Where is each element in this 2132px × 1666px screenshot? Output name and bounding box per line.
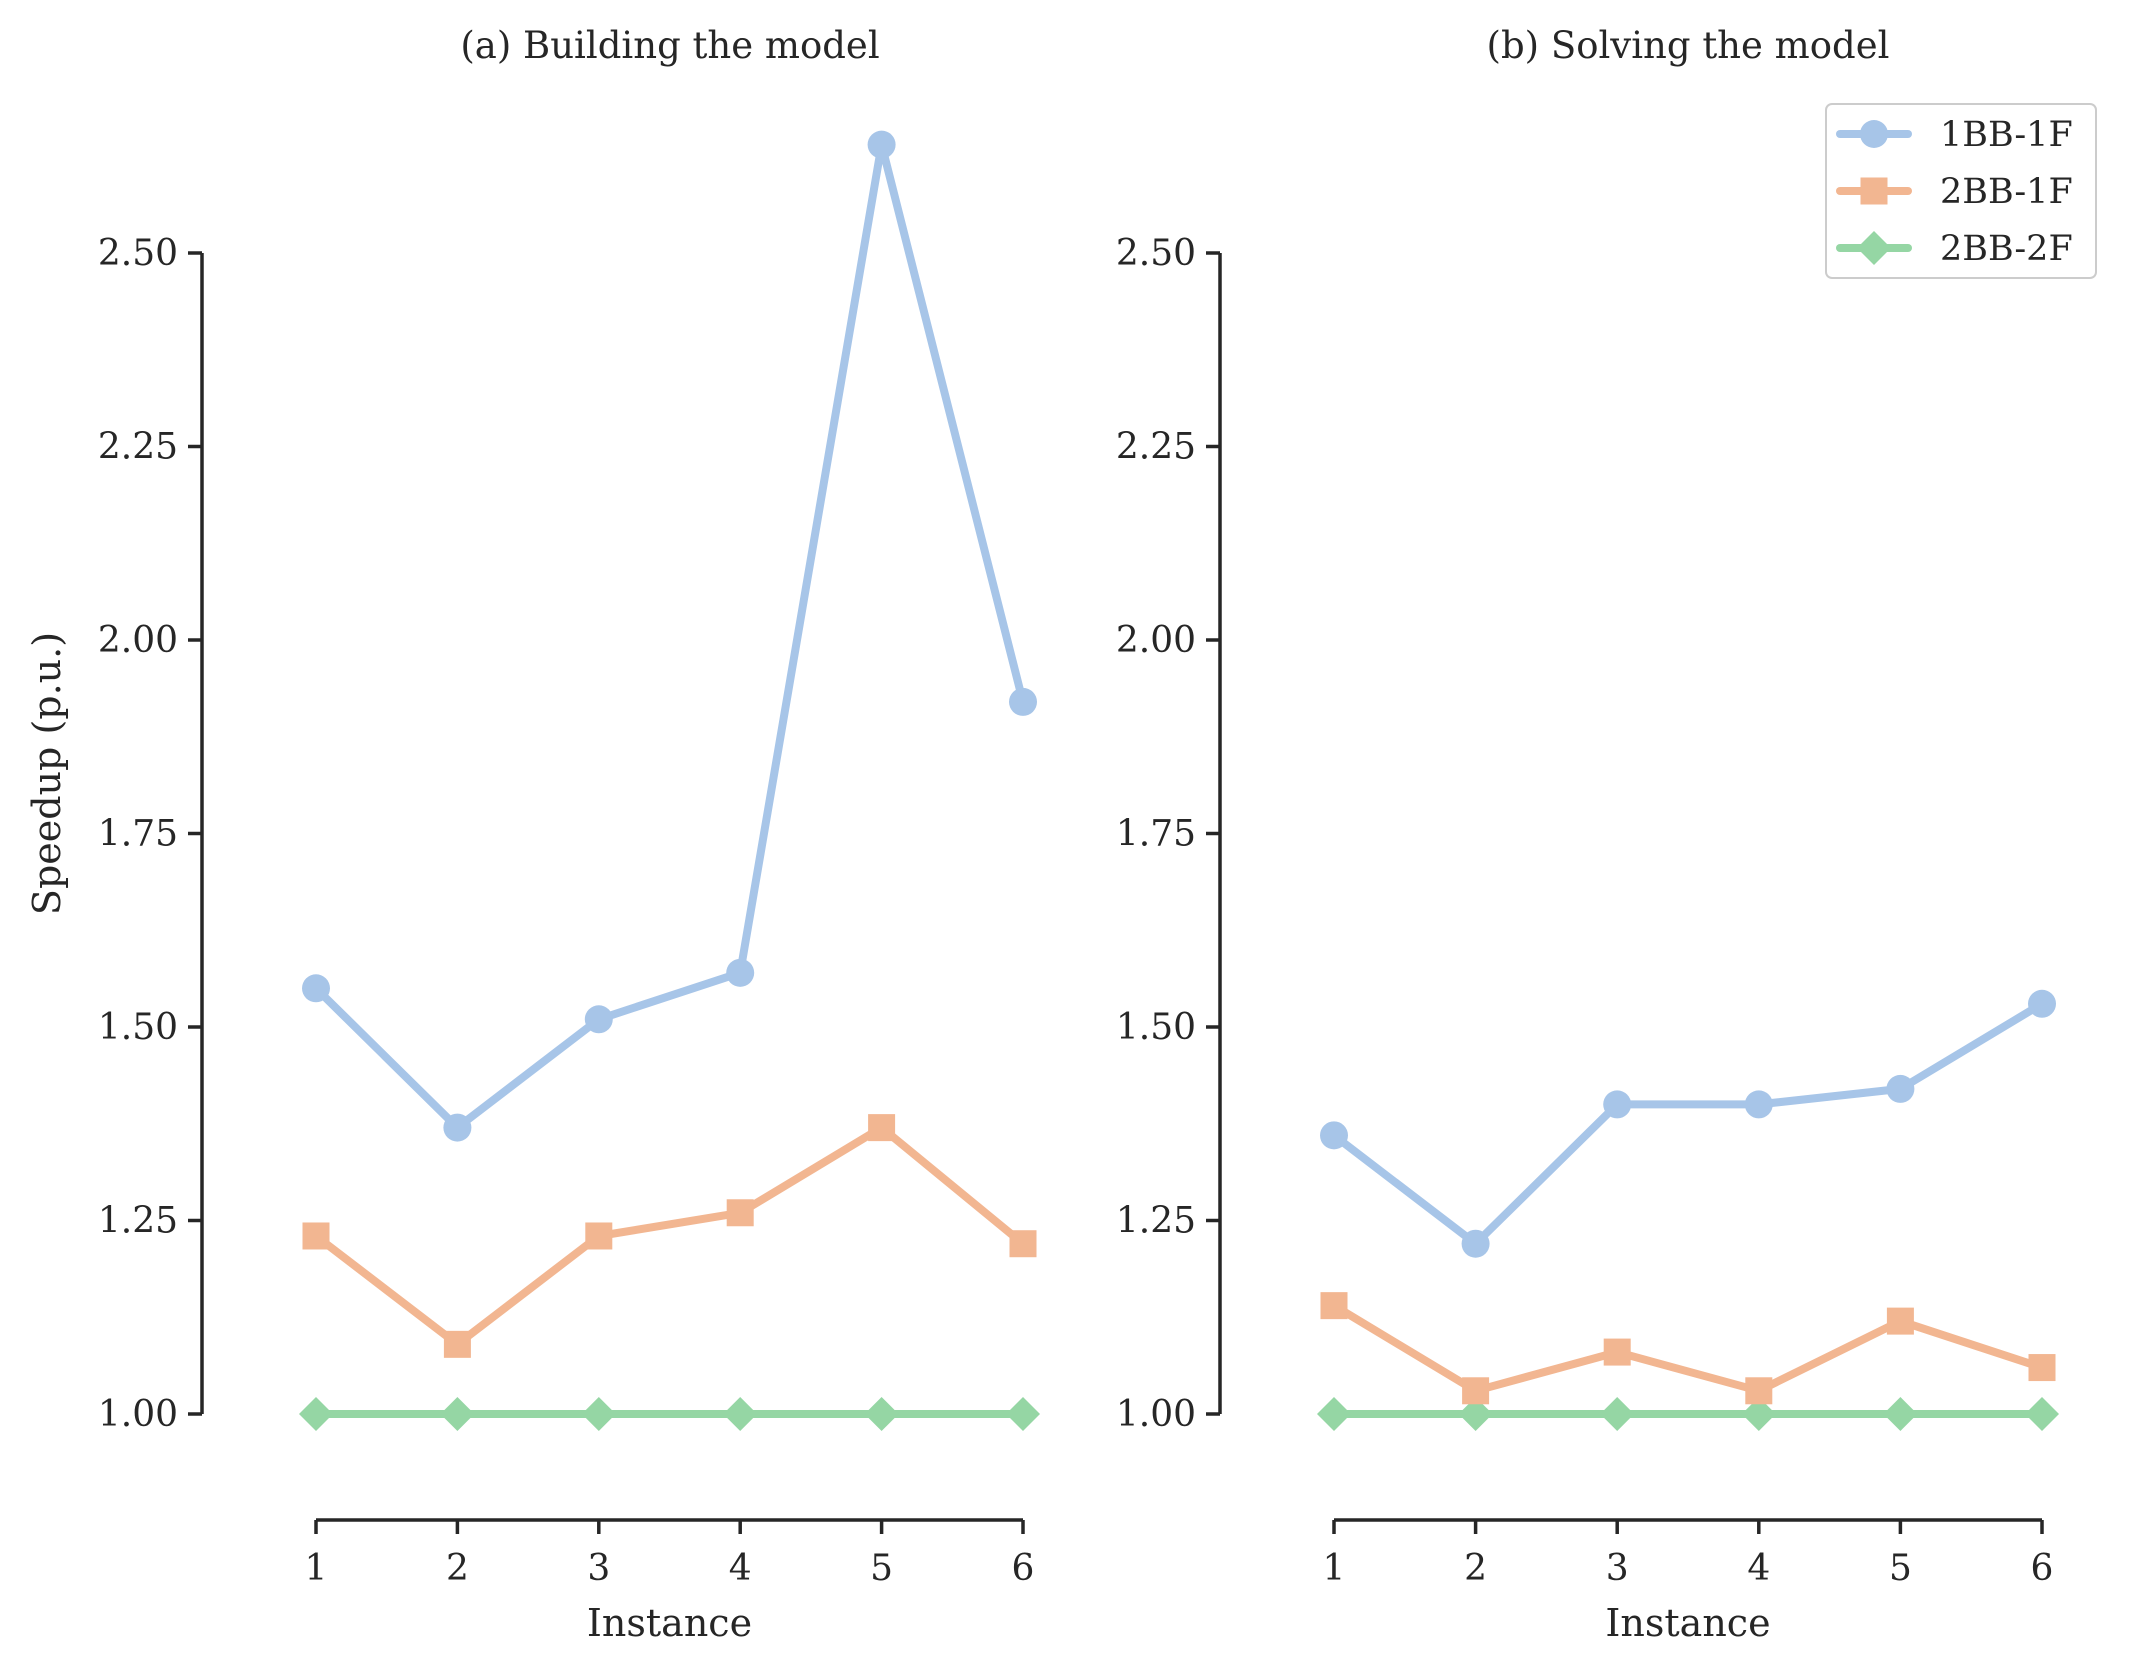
data-point-square xyxy=(2028,1354,2056,1382)
series-2bb-1f xyxy=(1320,1292,2056,1405)
data-point-diamond xyxy=(2025,1397,2059,1431)
data-point-square xyxy=(868,1114,896,1142)
legend-item: 2BB-1F xyxy=(1836,172,2073,212)
legend-label: 2BB-2F xyxy=(1940,229,2073,269)
data-point-diamond xyxy=(1458,1397,1493,1431)
x-tick-label: 6 xyxy=(1012,1548,1035,1589)
y-tick-label: 1.50 xyxy=(98,1007,178,1048)
panel-building-model: (a) Building the model 1.00 1.25 1.50 1.75 2.… xyxy=(25,24,1040,1645)
data-point-diamond xyxy=(581,1397,616,1431)
x-tick-label: 6 xyxy=(2031,1548,2054,1589)
legend-item: 2BB-2F xyxy=(1836,229,2073,269)
data-point-circle xyxy=(1860,120,1888,148)
y-tick-label: 2.00 xyxy=(1116,620,1196,661)
y-tick-label: 1.00 xyxy=(1116,1394,1196,1435)
x-axis-label: Instance xyxy=(587,1601,752,1645)
x-tick-label: 4 xyxy=(729,1548,752,1589)
data-point-circle xyxy=(726,958,755,987)
y-tick-label: 1.50 xyxy=(1116,1007,1196,1048)
data-point-square xyxy=(443,1330,471,1358)
y-tick-label: 1.25 xyxy=(1116,1201,1196,1242)
x-tick-label: 2 xyxy=(1464,1548,1487,1589)
data-point-diamond xyxy=(723,1397,758,1431)
data-point-circle xyxy=(302,974,330,1003)
data-point-diamond xyxy=(1857,231,1891,265)
data-point-diamond xyxy=(1317,1397,1351,1431)
series-1bb-1f xyxy=(1320,989,2056,1258)
y-tick-label: 1.75 xyxy=(1116,814,1196,855)
x-tick-label: 3 xyxy=(587,1548,610,1589)
data-point-diamond xyxy=(440,1397,475,1431)
data-point-diamond xyxy=(1600,1397,1635,1431)
data-point-circle xyxy=(2028,989,2056,1018)
y-tick-label: 1.75 xyxy=(98,814,178,855)
data-point-circle xyxy=(867,130,896,159)
data-point-circle xyxy=(1886,1074,1915,1103)
series-line xyxy=(312,1123,1027,1349)
series-1bb-1f xyxy=(302,130,1037,1142)
data-point-square xyxy=(726,1199,754,1227)
y-axis-label: Speedup (p.u.) xyxy=(25,632,69,915)
y-tick-label: 2.50 xyxy=(1116,233,1196,274)
data-point-square xyxy=(1886,1307,1914,1335)
series-2bb-2f xyxy=(299,1397,1040,1431)
legend-label: 1BB-1F xyxy=(1940,115,2073,155)
data-point-square xyxy=(302,1222,330,1250)
x-tick-label: 1 xyxy=(305,1548,328,1589)
y-tick-label: 2.00 xyxy=(98,620,178,661)
y-tick-label: 2.25 xyxy=(1116,427,1196,468)
x-tick-label: 5 xyxy=(870,1548,893,1589)
data-point-square xyxy=(1603,1338,1631,1366)
data-point-square xyxy=(1462,1377,1490,1405)
legend-label: 2BB-1F xyxy=(1940,172,2073,212)
x-tick-label: 1 xyxy=(1323,1548,1346,1589)
y-tick-label: 2.25 xyxy=(98,427,178,468)
series-line xyxy=(1330,1301,2046,1395)
y-tick-label: 2.50 xyxy=(98,233,178,274)
legend-item: 1BB-1F xyxy=(1836,115,2073,155)
legend-box xyxy=(1825,103,2097,279)
series-line xyxy=(312,140,1027,1132)
series-2bb-2f xyxy=(1317,1397,2059,1431)
data-point-diamond xyxy=(864,1397,899,1431)
data-point-square xyxy=(1860,177,1888,205)
data-point-diamond xyxy=(1883,1397,1918,1431)
panel-solving-model: (b) Solving the model 1.00 1.25 1.50 1.75 2.0… xyxy=(1116,24,2059,1645)
data-point-circle xyxy=(1603,1090,1632,1119)
series-line xyxy=(1330,999,2046,1248)
data-point-circle xyxy=(1009,687,1037,716)
x-tick-label: 4 xyxy=(1747,1548,1770,1589)
y-tick-label: 1.00 xyxy=(98,1394,178,1435)
data-point-square xyxy=(585,1222,613,1250)
data-point-circle xyxy=(443,1113,472,1142)
chart-title: (a) Building the model xyxy=(460,24,879,67)
data-point-circle xyxy=(584,1005,613,1034)
data-point-square xyxy=(1320,1292,1348,1320)
x-tick-label: 2 xyxy=(446,1548,469,1589)
data-point-circle xyxy=(1320,1121,1348,1150)
x-tick-label: 3 xyxy=(1606,1548,1629,1589)
data-point-circle xyxy=(1461,1229,1490,1258)
x-tick-label: 5 xyxy=(1889,1548,1912,1589)
data-point-square xyxy=(1745,1377,1773,1405)
data-point-circle xyxy=(1744,1090,1773,1119)
data-point-diamond xyxy=(299,1397,333,1431)
chart-title: (b) Solving the model xyxy=(1487,24,1890,67)
data-point-square xyxy=(1009,1230,1037,1258)
legend: 1BB-1F 2BB-1F 2BB-2F xyxy=(1825,103,2097,279)
data-point-diamond xyxy=(1006,1397,1040,1431)
x-axis-label: Instance xyxy=(1605,1601,1770,1645)
series-2bb-1f xyxy=(302,1114,1037,1358)
data-point-diamond xyxy=(1741,1397,1776,1431)
y-tick-label: 1.25 xyxy=(98,1201,178,1242)
